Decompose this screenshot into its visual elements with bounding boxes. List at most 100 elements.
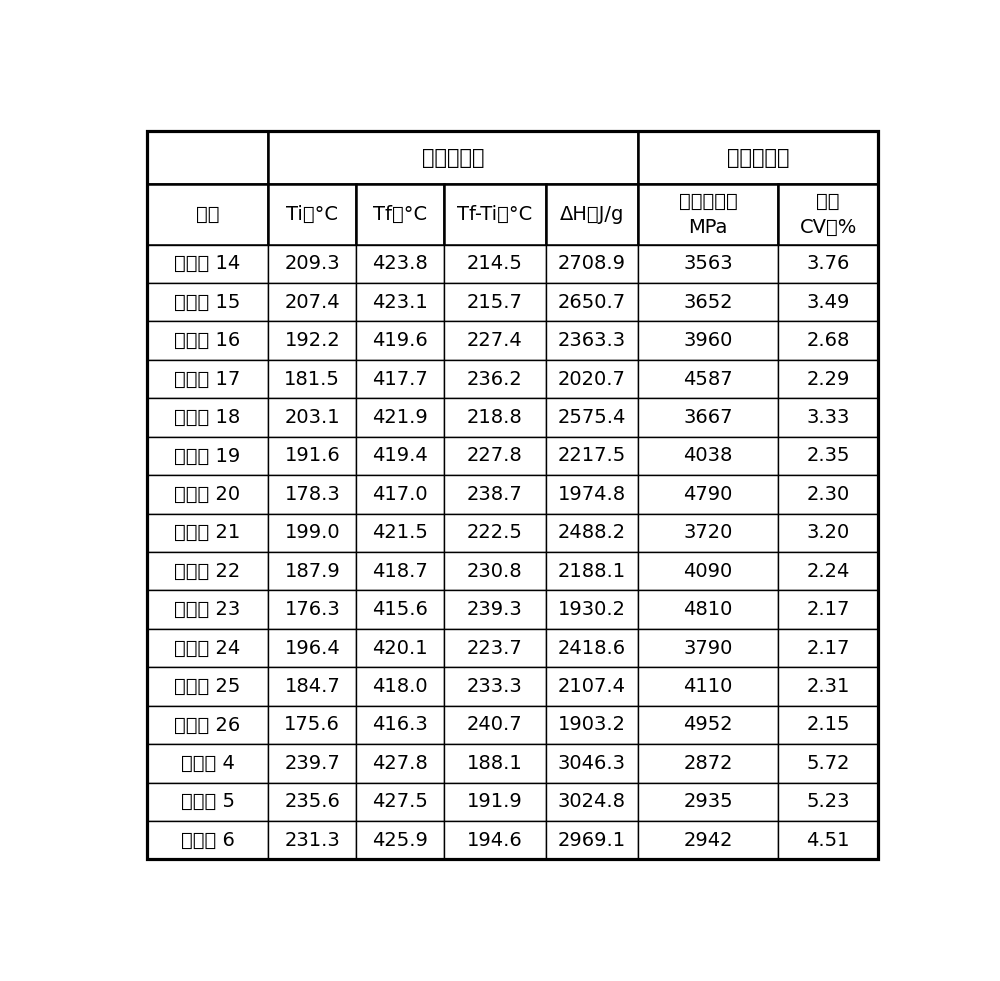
Bar bbox=[778, 667, 878, 705]
Bar bbox=[356, 667, 444, 705]
Text: 2488.2: 2488.2 bbox=[558, 523, 626, 542]
Text: 3.33: 3.33 bbox=[807, 408, 850, 427]
Text: 实施例 25: 实施例 25 bbox=[174, 677, 241, 697]
Bar bbox=[638, 629, 778, 667]
Text: Ti，°C: Ti，°C bbox=[286, 205, 338, 224]
Bar bbox=[546, 591, 638, 629]
Text: 2.68: 2.68 bbox=[807, 332, 850, 350]
Bar bbox=[356, 184, 444, 244]
Text: 222.5: 222.5 bbox=[467, 523, 523, 542]
Bar bbox=[778, 629, 878, 667]
Text: 4810: 4810 bbox=[683, 600, 733, 619]
Text: 2363.3: 2363.3 bbox=[558, 332, 626, 350]
Bar bbox=[147, 475, 268, 514]
Text: 拉伸强度，: 拉伸强度， bbox=[679, 191, 737, 211]
Text: 3790: 3790 bbox=[683, 639, 733, 657]
Text: 176.3: 176.3 bbox=[284, 600, 340, 619]
Text: 实施例 26: 实施例 26 bbox=[174, 715, 241, 735]
Bar bbox=[778, 705, 878, 745]
Text: 3563: 3563 bbox=[683, 254, 733, 274]
Bar bbox=[356, 552, 444, 591]
Bar bbox=[778, 475, 878, 514]
Bar bbox=[147, 821, 268, 859]
Bar bbox=[444, 184, 546, 244]
Bar bbox=[778, 437, 878, 475]
Bar bbox=[268, 705, 356, 745]
Bar bbox=[638, 745, 778, 783]
Text: 184.7: 184.7 bbox=[284, 677, 340, 697]
Text: CV，%: CV，% bbox=[800, 218, 857, 237]
Bar bbox=[268, 821, 356, 859]
Bar bbox=[638, 398, 778, 437]
Text: 235.6: 235.6 bbox=[284, 793, 340, 811]
Text: 4952: 4952 bbox=[683, 715, 733, 735]
Text: MPa: MPa bbox=[688, 218, 728, 237]
Text: 188.1: 188.1 bbox=[467, 754, 523, 773]
Bar bbox=[444, 322, 546, 360]
Text: 231.3: 231.3 bbox=[284, 831, 340, 850]
Text: 240.7: 240.7 bbox=[467, 715, 523, 735]
Text: 427.8: 427.8 bbox=[372, 754, 428, 773]
Text: 2650.7: 2650.7 bbox=[558, 292, 626, 312]
Text: 4587: 4587 bbox=[683, 370, 733, 388]
Text: 236.2: 236.2 bbox=[467, 370, 523, 388]
Text: 实施例 14: 实施例 14 bbox=[174, 254, 241, 274]
Text: 1930.2: 1930.2 bbox=[558, 600, 626, 619]
Text: 417.0: 417.0 bbox=[372, 485, 428, 504]
Text: 239.7: 239.7 bbox=[284, 754, 340, 773]
Text: 2.30: 2.30 bbox=[807, 485, 850, 504]
Text: 207.4: 207.4 bbox=[284, 292, 340, 312]
Text: 2.24: 2.24 bbox=[807, 562, 850, 581]
Bar bbox=[638, 244, 778, 284]
Text: 214.5: 214.5 bbox=[467, 254, 523, 274]
Text: 比较例 6: 比较例 6 bbox=[181, 831, 234, 850]
Bar bbox=[356, 591, 444, 629]
Bar bbox=[147, 629, 268, 667]
Text: 3.20: 3.20 bbox=[807, 523, 850, 542]
Bar bbox=[268, 398, 356, 437]
Bar bbox=[546, 184, 638, 244]
Text: 215.7: 215.7 bbox=[467, 292, 523, 312]
Bar bbox=[268, 475, 356, 514]
Bar bbox=[147, 705, 268, 745]
Bar bbox=[778, 184, 878, 244]
Bar bbox=[444, 783, 546, 821]
Bar bbox=[778, 360, 878, 398]
Text: 427.5: 427.5 bbox=[372, 793, 428, 811]
Bar bbox=[356, 322, 444, 360]
Text: 4090: 4090 bbox=[683, 562, 733, 581]
Text: 2942: 2942 bbox=[683, 831, 733, 850]
Bar bbox=[546, 284, 638, 322]
Text: 2217.5: 2217.5 bbox=[558, 446, 626, 465]
Text: 418.7: 418.7 bbox=[372, 562, 428, 581]
Bar bbox=[546, 360, 638, 398]
Bar bbox=[444, 475, 546, 514]
Bar bbox=[546, 667, 638, 705]
Bar bbox=[546, 783, 638, 821]
Bar bbox=[638, 131, 878, 184]
Bar bbox=[147, 244, 268, 284]
Text: 2418.6: 2418.6 bbox=[558, 639, 626, 657]
Bar bbox=[268, 745, 356, 783]
Text: 419.6: 419.6 bbox=[372, 332, 428, 350]
Bar bbox=[638, 284, 778, 322]
Bar bbox=[268, 244, 356, 284]
Text: 416.3: 416.3 bbox=[372, 715, 428, 735]
Text: 423.1: 423.1 bbox=[372, 292, 428, 312]
Text: 425.9: 425.9 bbox=[372, 831, 428, 850]
Bar bbox=[268, 360, 356, 398]
Bar bbox=[356, 284, 444, 322]
Bar bbox=[546, 398, 638, 437]
Bar bbox=[546, 437, 638, 475]
Text: 209.3: 209.3 bbox=[284, 254, 340, 274]
Text: 实施例 16: 实施例 16 bbox=[174, 332, 241, 350]
Text: 191.6: 191.6 bbox=[284, 446, 340, 465]
Text: 实施例 18: 实施例 18 bbox=[174, 408, 241, 427]
Text: 实施例 15: 实施例 15 bbox=[174, 292, 241, 312]
Text: 178.3: 178.3 bbox=[284, 485, 340, 504]
Text: 2107.4: 2107.4 bbox=[558, 677, 626, 697]
Text: 实施例 17: 实施例 17 bbox=[174, 370, 241, 388]
Text: 原丝热性能: 原丝热性能 bbox=[422, 148, 484, 168]
Bar bbox=[638, 514, 778, 552]
Text: 199.0: 199.0 bbox=[284, 523, 340, 542]
